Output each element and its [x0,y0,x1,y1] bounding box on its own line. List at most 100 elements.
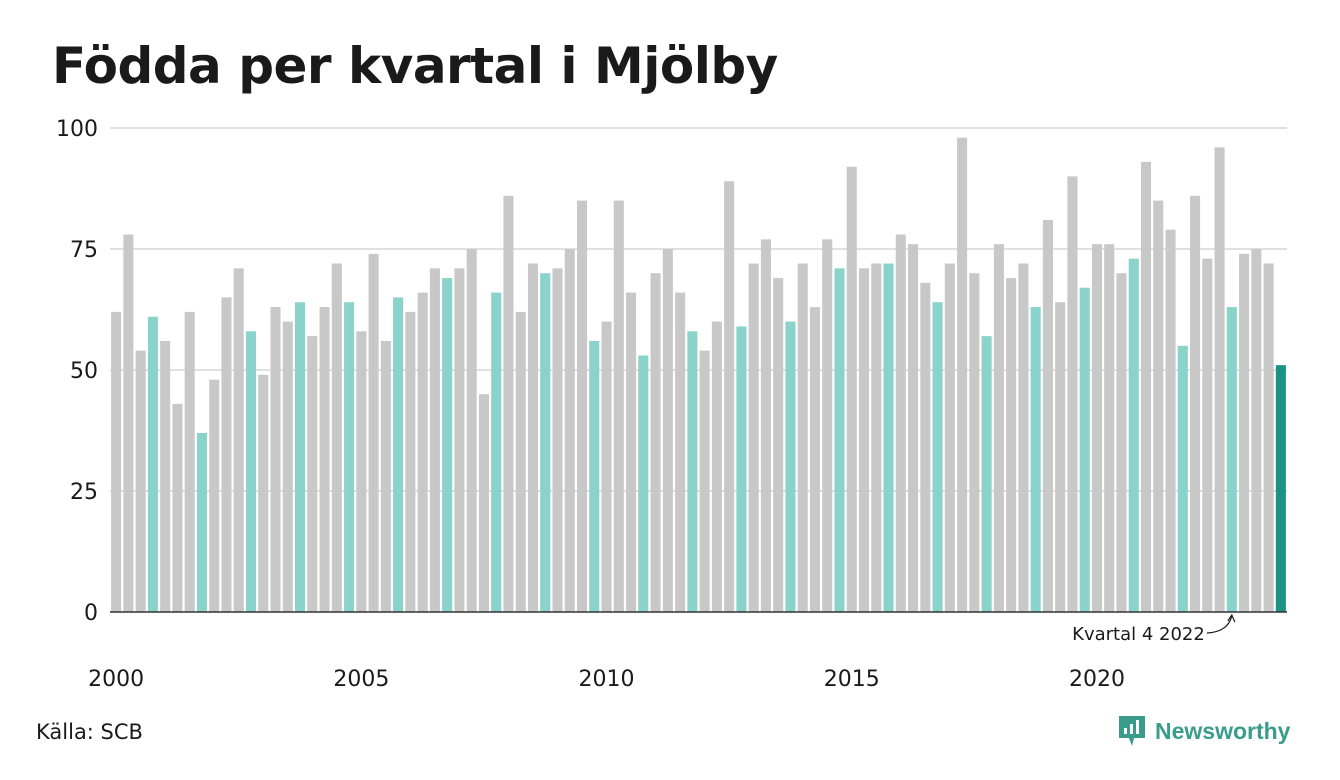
bar [184,311,195,612]
bar [111,311,122,612]
bar [993,244,1004,612]
newsworthy-logo-icon [1119,716,1145,746]
bar [638,355,649,612]
y-tick-label: 75 [70,238,98,263]
bar [650,273,661,612]
y-tick-label: 50 [70,359,98,384]
bar [221,297,232,612]
bar [773,278,784,612]
bar [969,273,980,612]
bar [1202,258,1213,612]
gridlines [110,127,1287,492]
bar [932,302,943,612]
bar [295,302,306,612]
bar [540,273,551,612]
x-tick-label: 2015 [824,667,880,692]
bar [724,181,735,613]
bar [736,326,747,612]
bar [1177,345,1188,612]
bar [1263,263,1274,612]
bar [1153,200,1164,612]
bar [270,307,281,612]
bar [662,249,673,612]
axes: 0 25 50 75 100 2000 2005 2010 2015 2020 [56,117,1287,692]
source-note: Källa: SCB [36,720,143,744]
bar [552,268,563,612]
bar-chart: 0 25 50 75 100 2000 2005 2010 2015 2020 Kvartal 4… [56,117,1287,692]
annotation-arrowhead [1227,613,1236,623]
bar [858,268,870,612]
bars [111,137,1286,613]
x-tick-label: 2010 [579,667,635,692]
bar [760,239,771,612]
bar [368,253,379,612]
bar [1091,244,1102,612]
bar [442,278,453,612]
bar [809,307,821,612]
bar [1055,302,1066,612]
bar [258,374,269,612]
bar [478,394,489,612]
bar [405,311,416,612]
bar [822,239,833,612]
brand-name: Newsworthy [1155,717,1291,744]
bar [944,263,955,612]
bar [871,263,882,612]
bar [356,331,367,612]
bar [1079,287,1090,612]
bar [1140,161,1152,612]
bar [1239,253,1250,612]
bar [834,268,845,612]
bar [797,263,808,612]
bar [1042,219,1053,612]
brand-logo: Newsworthy [1117,714,1290,748]
bar [344,302,355,612]
annotation-label: Kvartal 4 2022 [1072,624,1205,645]
bar [491,292,502,612]
bar [135,350,146,612]
bar [209,379,220,612]
bar [981,336,992,612]
bar [601,321,612,612]
bar [748,263,759,612]
x-tick-label: 2005 [333,667,389,692]
bar [1116,273,1127,612]
bar [785,321,796,612]
annotation-arrow [1206,615,1233,634]
bar [1104,244,1115,612]
bar [589,340,600,612]
bar [319,307,330,612]
bar [1190,195,1201,612]
bar [527,263,539,612]
bar [503,195,514,612]
y-tick-label: 0 [84,601,98,626]
bar [380,340,391,612]
bar [123,234,134,613]
bar [908,244,919,612]
bar [307,336,318,612]
bar [417,292,428,612]
bar [1226,307,1237,612]
bar [196,432,207,612]
bar [957,137,968,612]
bar [711,321,722,612]
bar [675,292,686,612]
bar [1128,258,1139,612]
bar [393,297,404,612]
bar [687,331,698,612]
bar [564,249,575,612]
bar [466,249,477,612]
bar [613,200,624,612]
y-tick-label: 100 [56,117,98,142]
x-tick-label: 2000 [88,667,144,692]
bar [331,263,342,612]
bar [429,268,440,612]
bar [245,331,257,612]
bar [1165,229,1176,612]
bar [846,166,857,612]
bar [233,268,244,612]
bar [895,234,906,613]
bar [1251,249,1262,612]
bar [699,350,710,612]
bar [1214,147,1225,613]
